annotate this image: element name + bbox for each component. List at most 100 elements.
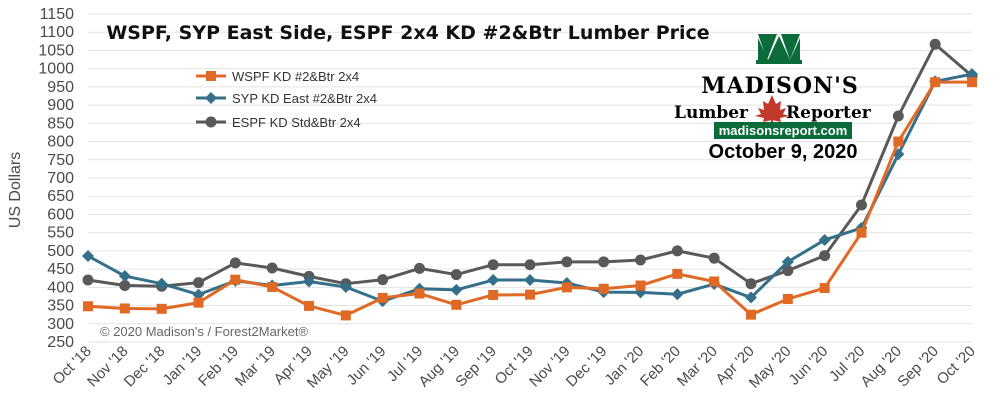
logo-tagline-right: Reporter [786,103,872,123]
data-point [929,38,941,50]
data-point [303,275,315,288]
x-tick-label: Sep '19 [452,343,500,391]
data-point [635,280,646,291]
data-point [414,288,425,299]
x-tick-label: Oct '20 [934,343,979,388]
data-point [782,293,793,304]
y-tick-label: 250 [47,334,74,351]
data-point [83,301,93,312]
y-tick-label: 750 [47,152,74,169]
data-point [525,289,535,300]
copyright-text: © 2020 Madison's / Forest2Market® [100,324,308,339]
data-point [82,249,94,262]
logo-tagline-left: Lumber [674,103,749,123]
y-tick-label: 450 [47,261,74,278]
data-point [818,233,831,246]
series-lines [82,38,978,321]
data-point [930,77,941,88]
logo-url: madisonsreport.com [719,123,848,138]
data-point [745,291,757,304]
data-point [82,274,94,286]
data-point [709,276,720,287]
legend-label: WSPF KD #2&Btr 2x4 [232,69,359,84]
y-axis-label: US Dollars [7,152,24,228]
y-tick-label: 500 [47,243,74,260]
legend: WSPF KD #2&Btr 2x4 SYP KD East #2&Btr 2x4… [196,69,377,130]
data-point [339,280,352,293]
x-tick-label: Mar '20 [674,343,721,390]
logo-name: MADISON'S [701,73,859,99]
data-point [193,297,204,308]
data-point [156,303,167,314]
y-tick-label: 350 [47,298,74,315]
y-tick-label: 600 [47,206,74,223]
data-point [192,288,205,301]
x-tick-label: Sep '20 [894,343,942,391]
x-tick-label: Dec '19 [563,343,611,391]
data-point [266,262,278,274]
y-tick-label: 900 [47,97,74,114]
y-tick-label: 1000 [38,61,74,78]
data-point [672,268,683,279]
data-point [230,274,241,285]
data-point [892,110,904,122]
x-tick-label: Dec '18 [121,343,169,391]
data-point [745,278,757,290]
x-tick-label: Feb '20 [637,343,684,390]
data-point [488,289,499,300]
logo-url-banner [714,122,852,139]
maple-leaf-icon [755,95,789,126]
data-point [155,277,168,290]
data-point [229,257,241,269]
y-axis-ticks: 2503003504004505005506006507007508008509… [38,6,74,351]
data-point [598,283,609,294]
y-tick-label: 950 [47,79,74,96]
data-point [598,256,610,268]
chart-title: WSPF, SYP East Side, ESPF 2x4 KD #2&Btr … [106,22,709,44]
data-point [967,77,977,88]
data-point [782,265,794,277]
y-tick-label: 1150 [40,6,75,23]
x-tick-label: Feb '19 [195,343,242,390]
data-point [856,199,867,211]
data-point [524,274,536,287]
y-tick-label: 700 [47,170,74,187]
data-point [856,227,867,238]
legend-swatch-marker [205,92,217,104]
data-point [966,68,978,81]
data-point [377,274,389,286]
data-point [193,277,204,289]
x-tick-label: Jun '20 [786,343,832,389]
x-tick-label: Jun '19 [344,343,390,389]
data-point [267,281,278,292]
madisons-logo: MADISON'S Lumber Reporter madisonsreport… [674,34,872,163]
x-tick-label: May '20 [746,343,795,392]
legend-swatch-marker [205,116,217,128]
data-point [819,250,831,262]
data-point [819,283,830,294]
data-point [671,288,684,301]
data-point [451,299,462,310]
data-point [304,300,314,311]
y-tick-label: 550 [47,225,74,242]
data-point [708,252,720,264]
data-point [561,282,572,293]
series-1 [83,77,977,321]
data-point [414,262,425,274]
data-point [746,309,756,320]
data-point [893,136,904,147]
y-tick-label: 850 [47,115,74,132]
legend-label: ESPF KD Std&Btr 2x4 [232,115,361,130]
data-point [119,280,131,292]
data-point [340,310,351,321]
report-date: October 9, 2020 [709,141,858,163]
y-tick-label: 300 [47,316,74,333]
data-point [524,259,536,271]
legend-swatch-marker [206,71,216,81]
y-tick-label: 1050 [38,42,74,59]
data-point [671,245,683,257]
data-point [450,269,462,281]
